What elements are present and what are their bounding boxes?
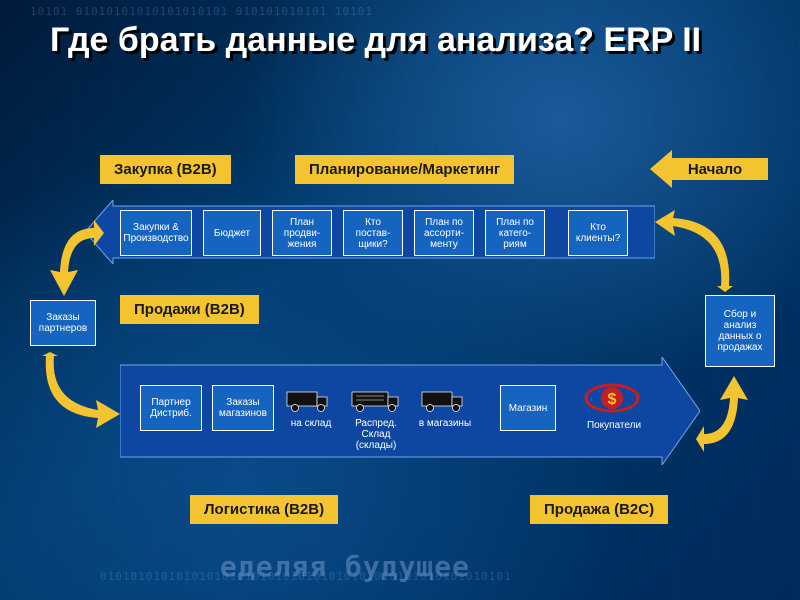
box-plan-kategoriyam: План по катего-риям xyxy=(485,210,545,256)
truck-icon-3 xyxy=(420,388,468,414)
truck-icon-2 xyxy=(348,388,404,414)
nachalo-arrow: Начало xyxy=(650,148,770,190)
label-logistika: Логистика (B2B) xyxy=(190,495,338,524)
connector-arrow-left-down xyxy=(42,352,120,430)
connector-arrow-top-right xyxy=(655,210,733,292)
box-partner-distrib: Партнер Дистриб. xyxy=(140,385,202,431)
nachalo-text: Начало xyxy=(688,161,742,178)
svg-text:$: $ xyxy=(608,391,617,408)
box-magazin: Магазин xyxy=(500,385,556,431)
box-kto-klienty: Кто клиенты? xyxy=(568,210,628,256)
box-kto-postavschiki: Кто постав-щики? xyxy=(343,210,403,256)
box-budget: Бюджет xyxy=(203,210,261,256)
page-title: Где брать данные для анализа? ERP II xyxy=(50,20,701,61)
truck-icon-1 xyxy=(285,388,333,414)
eye-dollar-icon: $ xyxy=(582,380,642,416)
box-zakazy-partnerov: Заказы партнеров xyxy=(30,300,96,346)
label-na-sklad: на склад xyxy=(286,418,336,429)
box-zakupki-proizvodstvo: Закупки & Производство xyxy=(120,210,192,256)
label-prodazhi-b2b: Продажи (B2B) xyxy=(120,295,259,324)
box-plan-prodvizheniya: План продви-жения xyxy=(272,210,332,256)
label-planirovanie: Планирование/Маркетинг xyxy=(295,155,514,184)
box-sbor-analiz: Сбор и анализ данных о продажах xyxy=(705,295,775,367)
label-zakupka: Закупка (B2B) xyxy=(100,155,231,184)
label-prodazha-b2c: Продажа (B2C) xyxy=(530,495,668,524)
label-raspred-sklad: Распред. Склад (склады) xyxy=(345,418,407,451)
box-plan-assortimentu: План по ассорти-менту xyxy=(414,210,474,256)
box-zakazy-magazinov: Заказы магазинов xyxy=(212,385,274,431)
label-pokupateli: Покупатели xyxy=(584,420,644,431)
label-v-magaziny: в магазины xyxy=(416,418,474,429)
connector-arrow-top-left xyxy=(42,220,104,298)
connector-arrow-bottom-right xyxy=(696,376,758,454)
